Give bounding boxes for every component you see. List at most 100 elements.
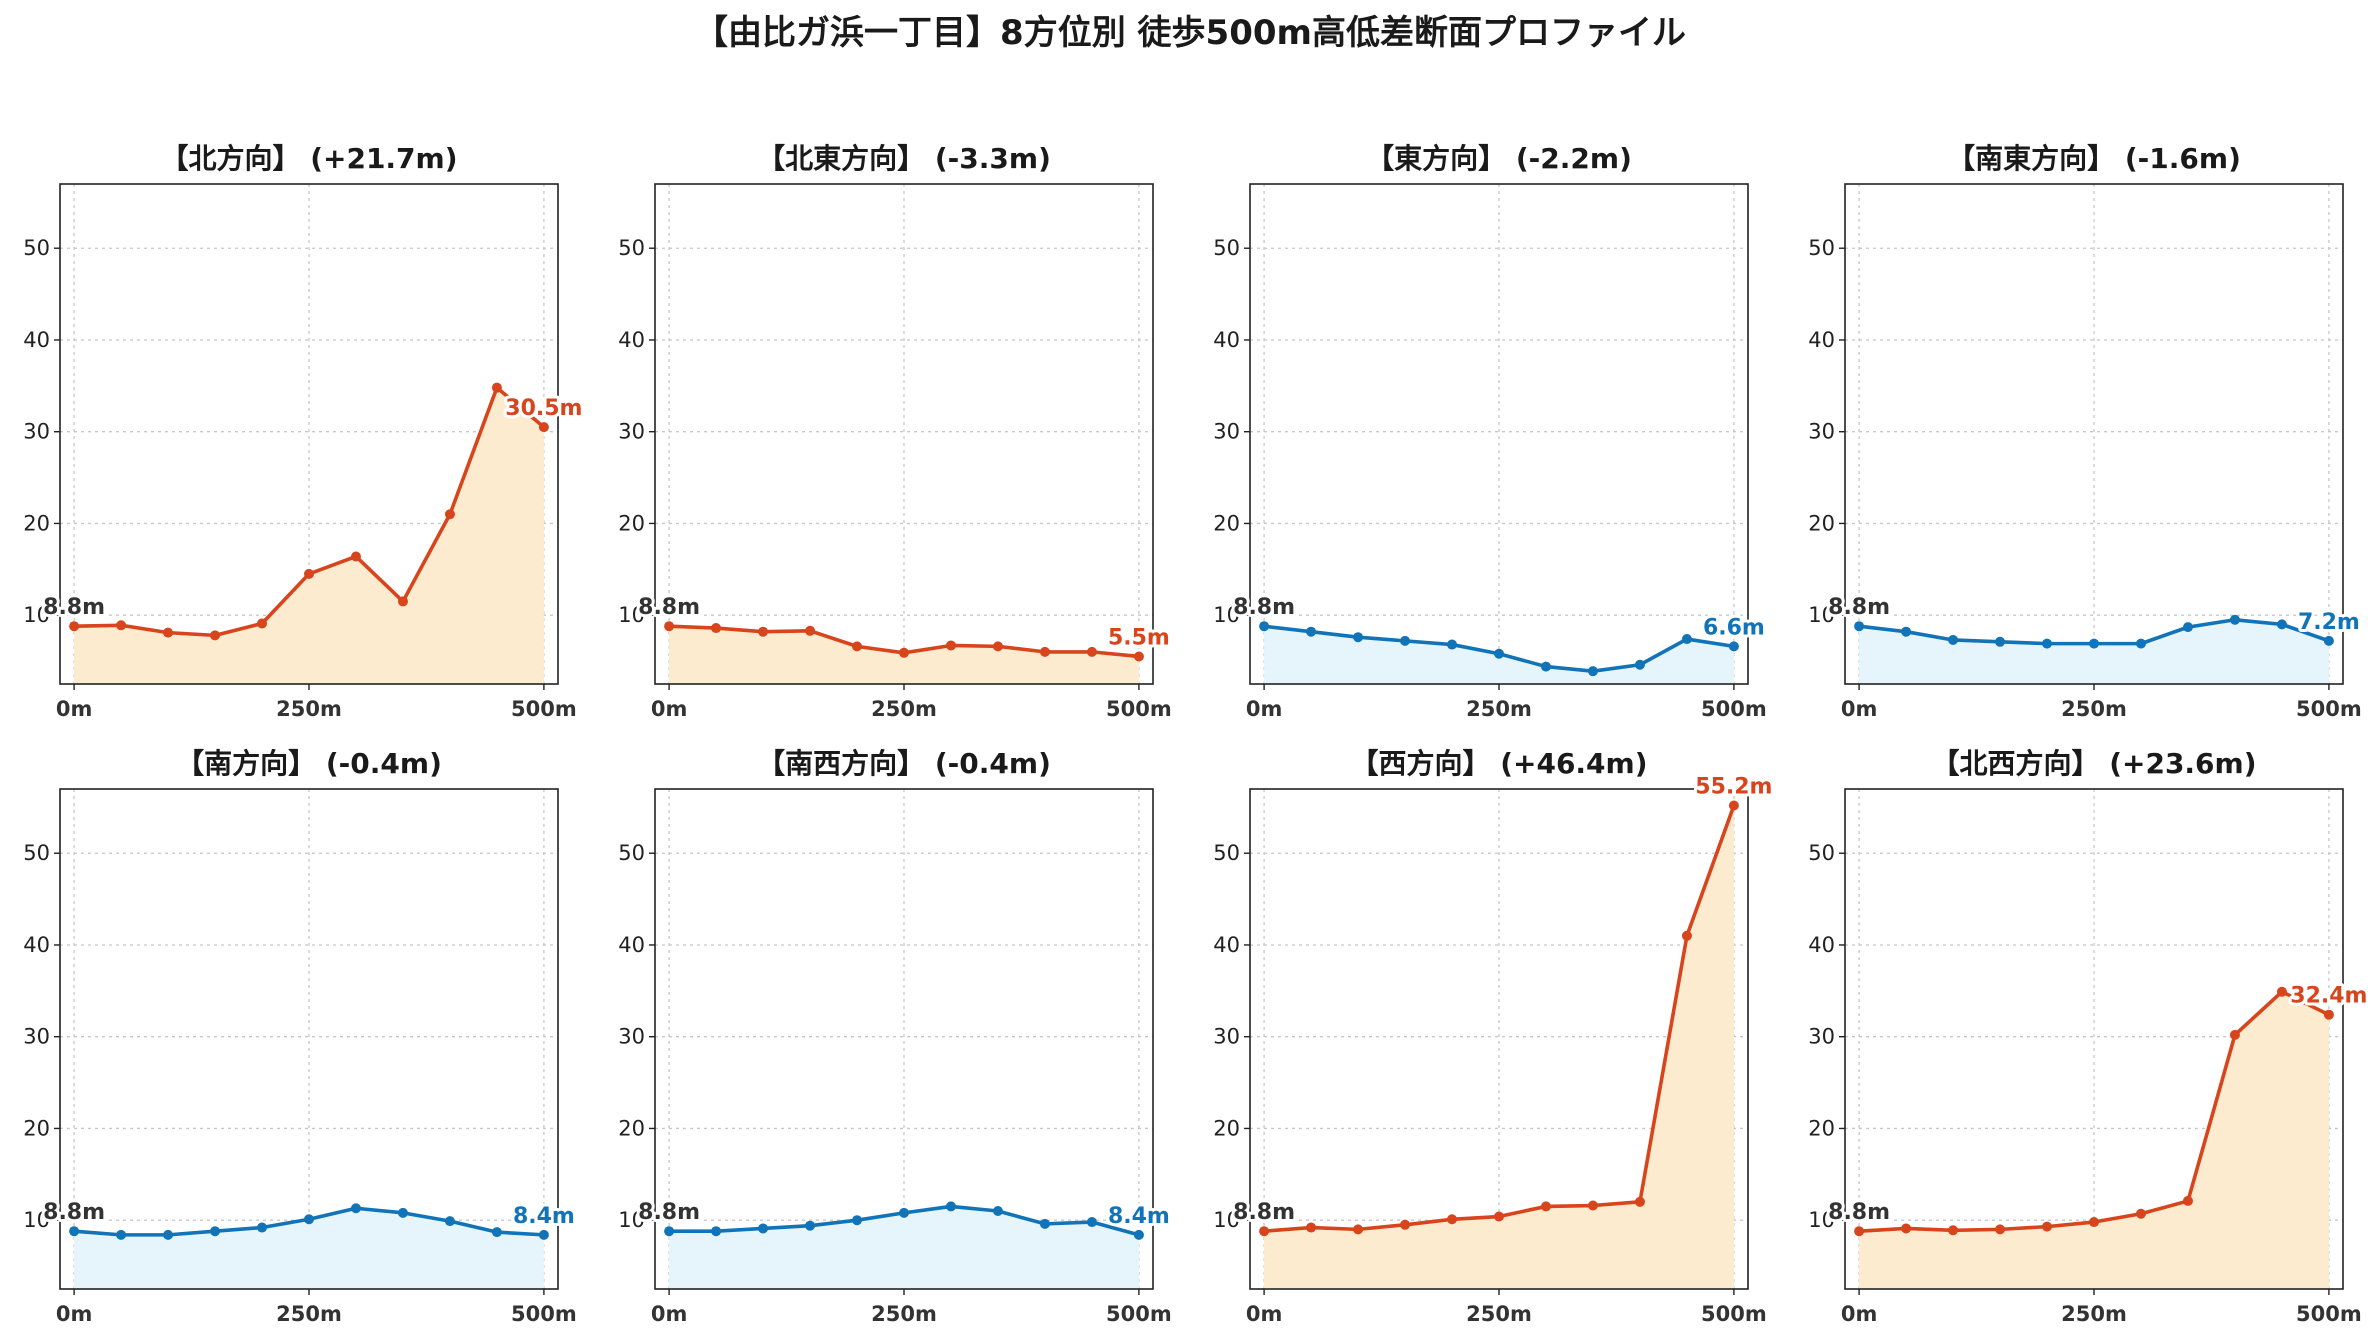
y-tick-label: 10 [1808,603,1835,627]
elevation-point [2229,614,2240,625]
elevation-point [2135,638,2146,649]
elevation-point [1086,646,1097,657]
elevation-point [1447,1214,1458,1225]
elevation-area [74,387,544,684]
y-tick-label: 10 [1808,1208,1835,1232]
x-tick-label: 0m [1246,697,1283,721]
panel-title: 【西方向】 (+46.4m) [1350,747,1647,780]
end-elevation-label: 7.2m [2298,610,2360,635]
y-tick-label: 20 [23,1116,50,1140]
elevation-point [1634,1196,1645,1207]
y-tick-label: 40 [618,328,645,352]
y-tick-label: 10 [618,603,645,627]
end-elevation-label: 5.5m [1108,625,1170,650]
y-tick-label: 50 [618,841,645,865]
panel-title: 【北西方向】 (+23.6m) [1931,747,2256,780]
elevation-point [1494,648,1504,659]
elevation-area [1859,991,2329,1289]
elevation-point [1854,621,1865,632]
panel-title: 【南西方向】 (-0.4m) [757,747,1051,780]
elevation-point [1400,1219,1411,1230]
elevation-area [669,1206,1139,1289]
elevation-point [2276,619,2287,630]
x-tick-label: 0m [651,1302,688,1326]
y-tick-label: 20 [1213,1116,1240,1140]
y-tick-label: 50 [618,236,645,260]
end-elevation-label: 8.4m [513,1204,575,1229]
start-elevation-label: 8.8m [1233,1200,1295,1225]
plot-frame [59,788,559,1290]
elevation-point [1995,1224,2006,1235]
y-tick-label: 50 [23,236,50,260]
elevation-point [491,382,502,393]
y-tick-label: 50 [1808,841,1835,865]
elevation-point [2089,638,2099,649]
y-tick-label: 40 [1213,328,1240,352]
elevation-point [1259,1226,1270,1237]
start-elevation-label: 8.8m [638,595,700,620]
elevation-point [491,1227,502,1238]
elevation-point [1039,1218,1050,1229]
elevation-point [1681,634,1692,645]
x-tick-label: 500m [1106,697,1172,721]
plot-frame [1249,183,1749,685]
elevation-point [1728,641,1739,652]
elevation-point [805,1220,816,1231]
y-tick-label: 30 [23,1025,50,1049]
elevation-area [1859,619,2329,684]
elevation-point [397,1207,408,1218]
y-tick-label: 30 [1213,1025,1240,1049]
y-tick-label: 20 [1808,511,1835,535]
start-elevation-label: 8.8m [43,1200,105,1225]
elevation-point [1587,666,1598,677]
elevation-point [1587,1200,1598,1211]
y-tick-label: 30 [618,420,645,444]
elevation-point [1400,635,1411,646]
y-tick-label: 30 [23,420,50,444]
elevation-point [69,1226,80,1237]
elevation-point [945,640,956,651]
end-elevation-label: 55.2m [1695,775,1772,800]
elevation-point [1447,639,1458,650]
x-tick-label: 0m [1841,697,1878,721]
elevation-point [444,1216,455,1227]
y-tick-label: 10 [23,1208,50,1232]
panel-title: 【北東方向】 (-3.3m) [757,142,1051,175]
y-tick-label: 40 [618,933,645,957]
end-elevation-label: 32.4m [2290,984,2367,1009]
x-tick-label: 250m [1466,697,1532,721]
elevation-point [711,623,722,634]
elevation-point [664,621,675,632]
start-elevation-label: 8.8m [43,595,105,620]
x-tick-label: 500m [511,697,577,721]
end-elevation-label: 30.5m [505,396,582,421]
y-tick-label: 50 [23,841,50,865]
elevation-point [116,620,127,631]
elevation-point [1494,1211,1504,1222]
elevation-point [2089,1217,2099,1228]
y-tick-label: 10 [1213,1208,1240,1232]
start-elevation-label: 8.8m [1233,595,1295,620]
elevation-point [2182,622,2193,633]
y-tick-label: 10 [23,603,50,627]
end-elevation-label: 6.6m [1703,615,1765,640]
elevation-point [1306,1222,1317,1233]
elevation-point [2042,1221,2053,1232]
y-tick-label: 40 [23,933,50,957]
elevation-point [69,621,80,632]
y-tick-label: 10 [1213,603,1240,627]
elevation-point [664,1226,675,1237]
y-tick-label: 20 [1808,1116,1835,1140]
elevation-point [2323,1009,2334,1020]
figure-title: 【由比ガ浜一丁目】8方位別 徒歩500m高低差断面プロファイル [694,13,1686,53]
elevation-point [538,1229,549,1240]
y-tick-label: 40 [23,328,50,352]
elevation-point [350,551,361,562]
elevation-point [1948,1225,1959,1236]
elevation-point [350,1203,361,1214]
elevation-point [163,1229,174,1240]
